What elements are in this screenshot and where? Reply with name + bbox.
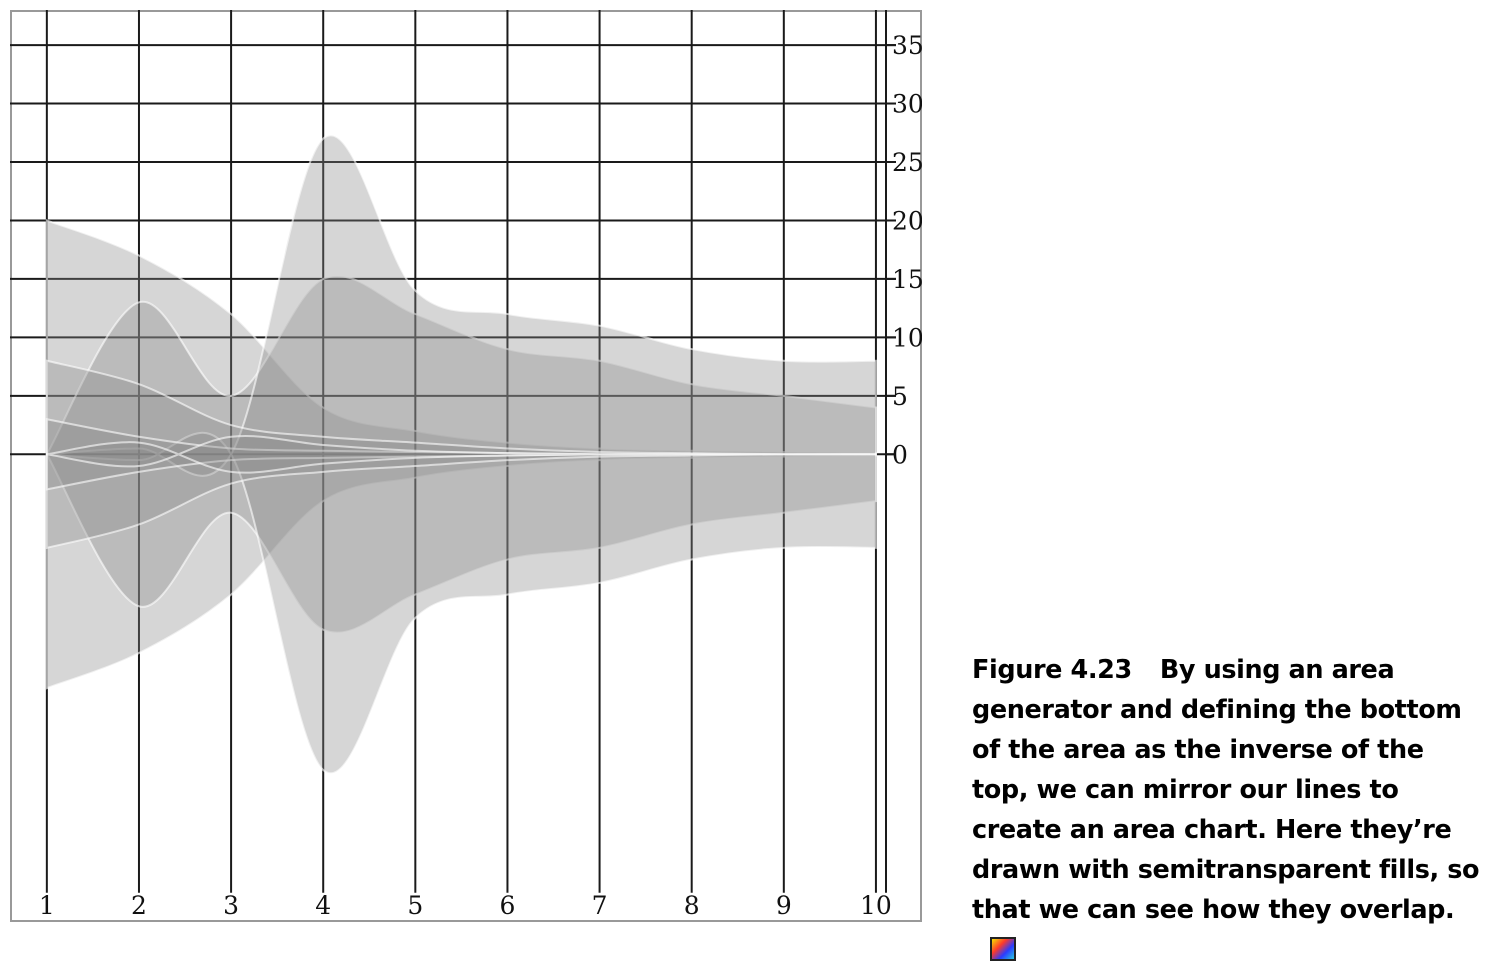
chart-border bbox=[10, 10, 922, 922]
y-tick-label: 20 bbox=[892, 206, 922, 235]
x-tick-label: 1 bbox=[39, 891, 55, 920]
caption-text: By using an area generator and defining … bbox=[972, 655, 1480, 925]
x-tick-label: 5 bbox=[407, 891, 423, 920]
y-tick-label: 35 bbox=[892, 31, 922, 60]
y-tick-label: 5 bbox=[892, 382, 908, 411]
y-tick-label: 0 bbox=[892, 440, 908, 469]
grid bbox=[10, 10, 922, 922]
axes: 35 30 25 20 15 10 5 0 1 2 3 4 5 6 7 8 9 10 bbox=[39, 10, 922, 920]
area-series-6 bbox=[46, 435, 876, 474]
x-tick-label: 9 bbox=[776, 891, 792, 920]
x-tick-label: 7 bbox=[592, 891, 608, 920]
y-tick-label: 25 bbox=[892, 148, 922, 177]
figure-label: Figure 4.23 bbox=[972, 655, 1132, 685]
y-tick-label: 15 bbox=[892, 265, 922, 294]
x-tick-label: 10 bbox=[860, 891, 892, 920]
x-tick-label: 2 bbox=[131, 891, 147, 920]
y-tick-label: 10 bbox=[892, 323, 922, 352]
y-tick-label: 30 bbox=[892, 90, 922, 119]
x-tick-label: 3 bbox=[223, 891, 239, 920]
x-tick-label: 4 bbox=[315, 891, 331, 920]
x-tick-label: 8 bbox=[684, 891, 700, 920]
mirrored-area-chart: 35 30 25 20 15 10 5 0 1 2 3 4 5 6 7 8 9 10 bbox=[10, 10, 922, 922]
area-series bbox=[45, 134, 877, 775]
color-figure-icon bbox=[990, 937, 1016, 961]
figure-caption: Figure 4.23 By using an area generator an… bbox=[972, 650, 1487, 970]
x-tick-label: 6 bbox=[500, 891, 516, 920]
